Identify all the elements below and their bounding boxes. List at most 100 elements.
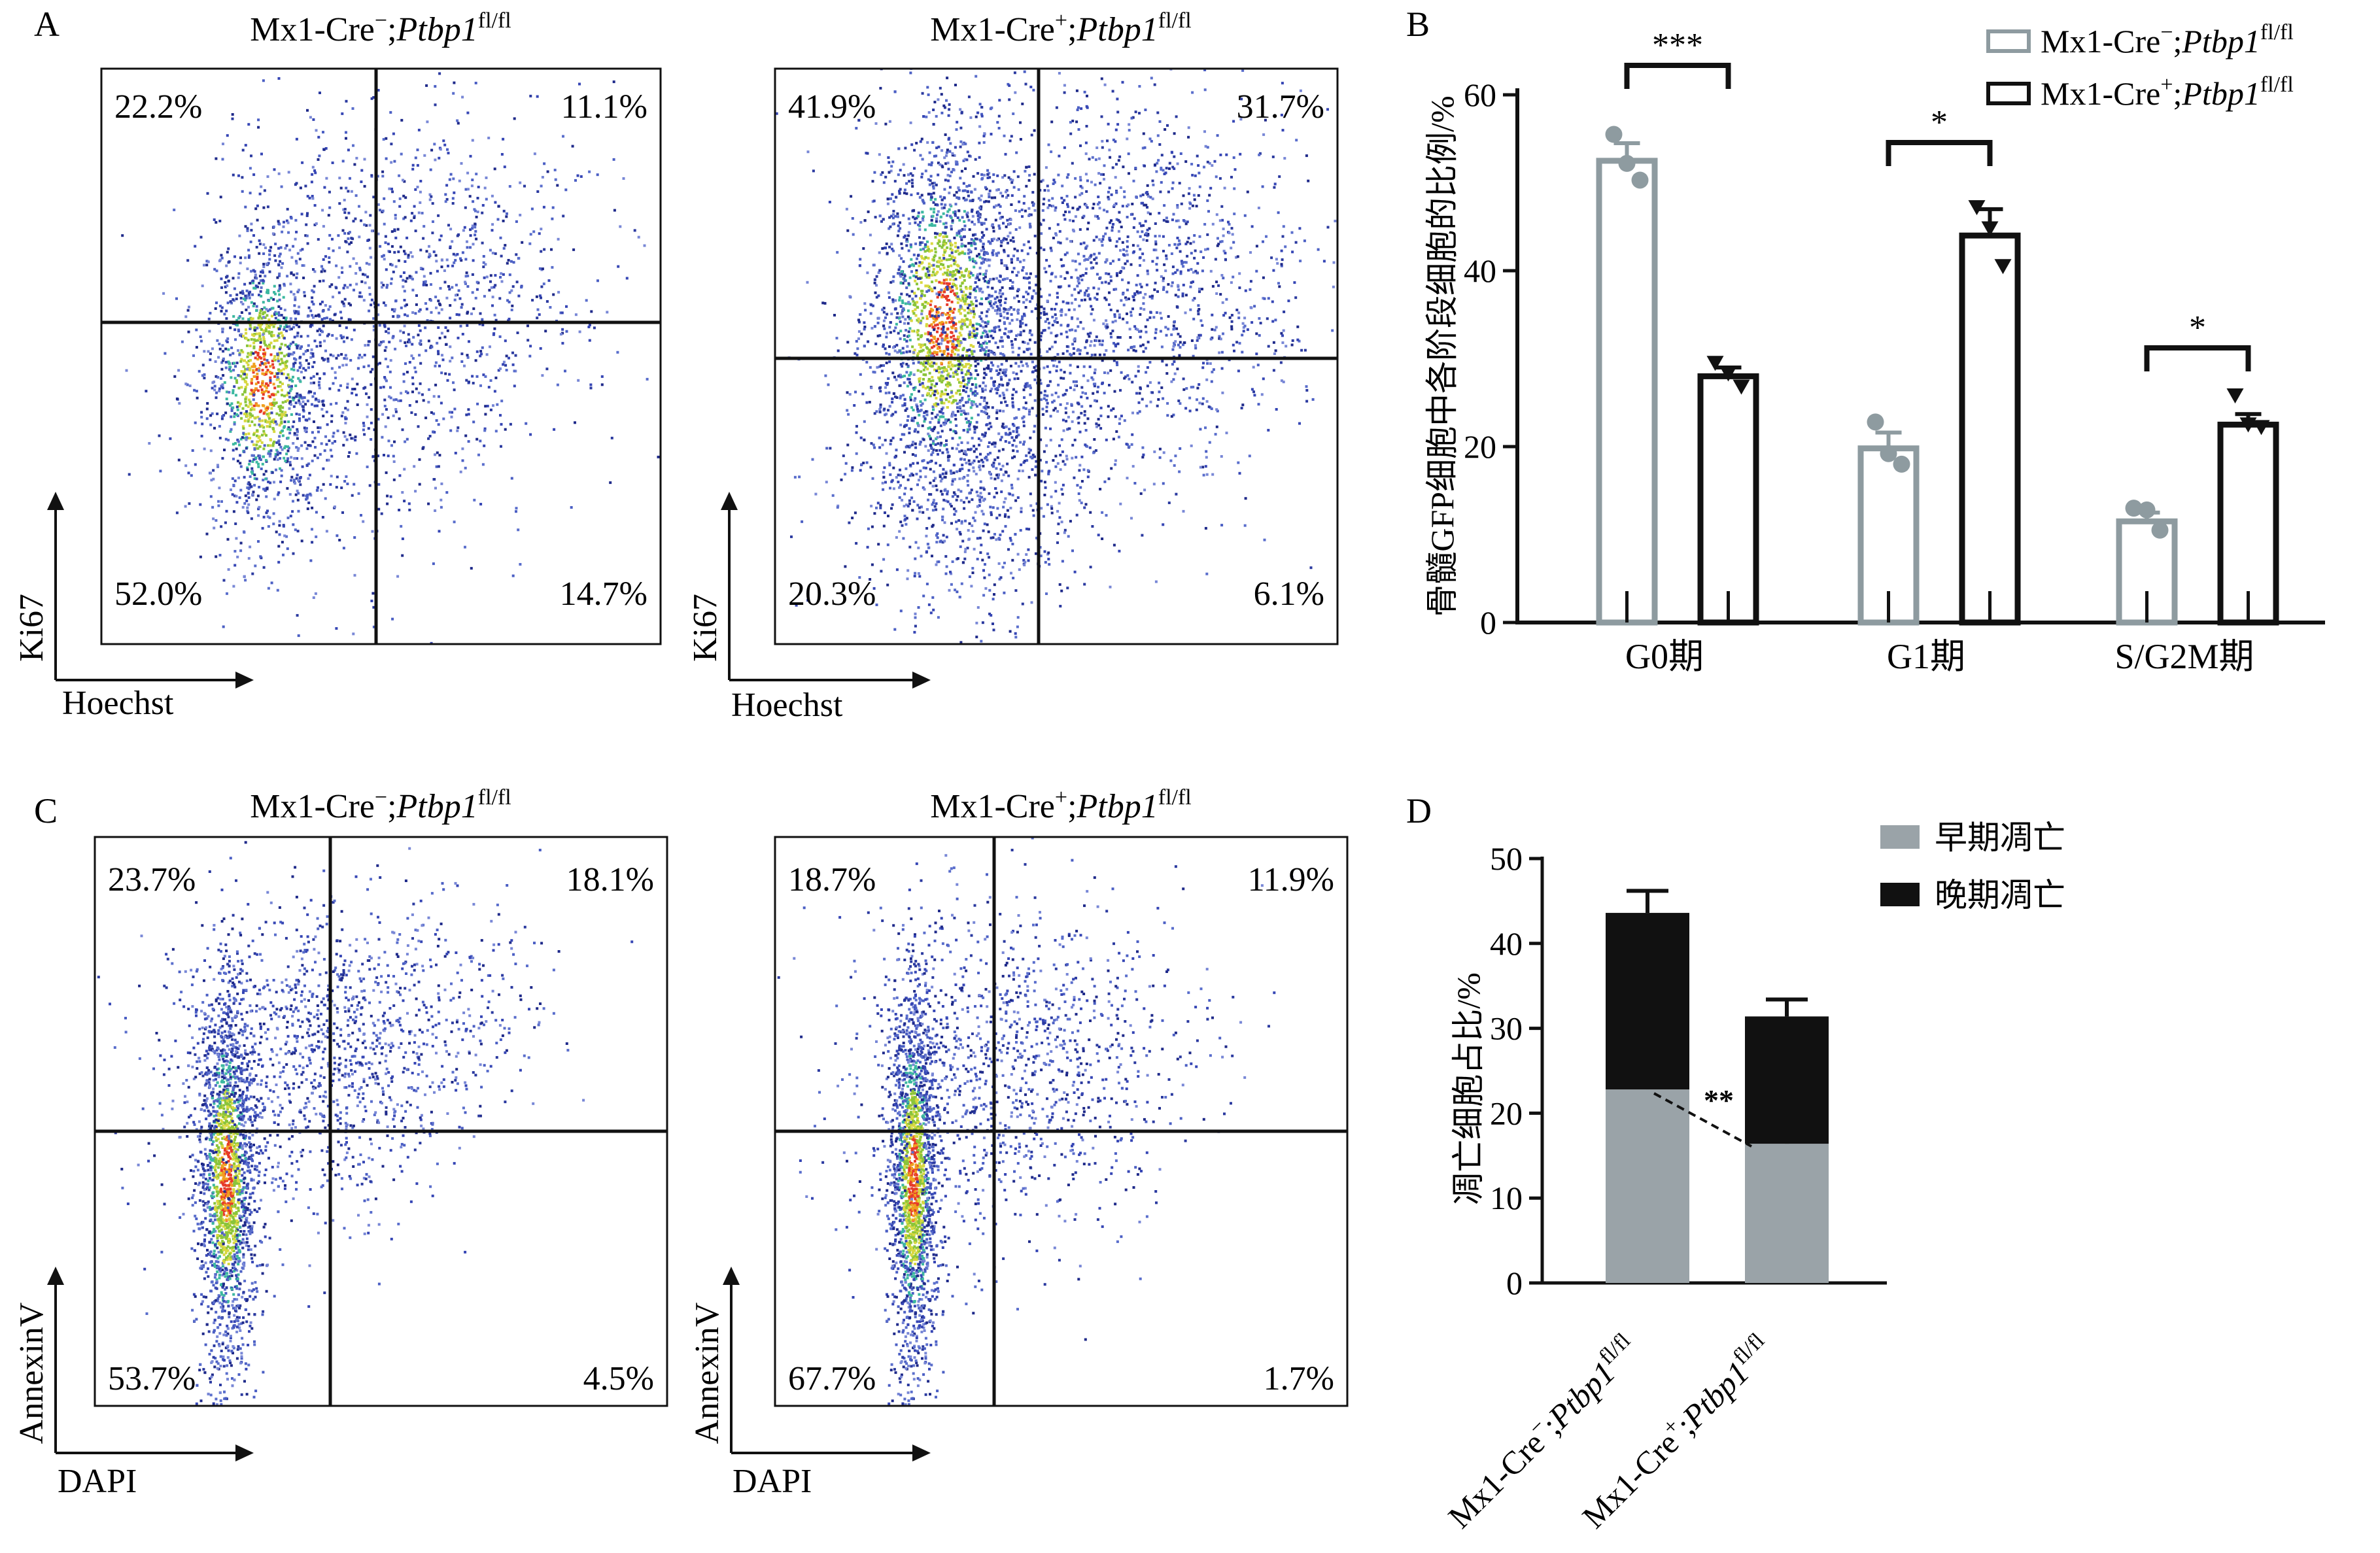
- panel-letter-c: C: [34, 791, 58, 830]
- y-tick-label: 10: [1490, 1180, 1523, 1216]
- y-axis-label: AnnexinV: [689, 1303, 726, 1444]
- quadrant-value-lr: 1.7%: [1264, 1360, 1334, 1397]
- quadrant-value-ul: 22.2%: [114, 88, 202, 126]
- legend: Mx1-Cre−;Ptbp1fl/fl Mx1-Cre+;Ptbp1fl/fl: [1986, 20, 2294, 112]
- bar-segment-late: [1606, 913, 1689, 1090]
- quadrant-value-ll: 20.3%: [788, 575, 876, 613]
- x-tick-label: G1期: [1887, 637, 1965, 676]
- data-point: [1631, 171, 1649, 189]
- axis-arrows: [721, 492, 931, 689]
- dot-cloud-a-pos: [775, 69, 1337, 644]
- axis-arrows: [47, 492, 254, 689]
- data-point: [2125, 500, 2143, 517]
- bar: [1596, 158, 1658, 626]
- quadrant-value-ur: 18.1%: [566, 861, 654, 898]
- x-axis-label: DAPI: [58, 1463, 137, 1500]
- quadrant-value-ur: 31.7%: [1237, 88, 1324, 126]
- data-point: [1605, 126, 1623, 143]
- x-tick-label: G0期: [1625, 637, 1704, 676]
- flow-plot-c-neg: Mx1-Cre−;Ptbp1fl/fl 23.7% 18.1% 53.7% 4.…: [13, 785, 668, 1500]
- y-axis-ticks: 0 20 40 60: [1464, 77, 1517, 641]
- data-point: [2151, 521, 2169, 539]
- significance-label: *: [1931, 104, 1948, 141]
- data-point: [1880, 445, 1897, 462]
- data-point: [1618, 154, 1636, 172]
- plot-title-c-pos: Mx1-Cre+;Ptbp1fl/fl: [930, 785, 1191, 825]
- significance-label: ***: [1652, 27, 1703, 64]
- panel-letter-a: A: [34, 5, 60, 44]
- bar: [1697, 373, 1759, 626]
- quadrant-value-ur: 11.9%: [1248, 861, 1334, 898]
- legend-label-late: 晚期凋亡: [1935, 877, 2065, 913]
- data-point: [1968, 200, 1986, 216]
- plot-frame: [774, 836, 1349, 1407]
- flow-plot-c-pos: Mx1-Cre+;Ptbp1fl/fl 18.7% 11.9% 67.7% 1.…: [689, 785, 1349, 1500]
- bar-group: G0期 G1期 S/G2M期: [1596, 126, 2279, 676]
- significance-label: **: [1704, 1084, 1734, 1117]
- plot-title-c-neg: Mx1-Cre−;Ptbp1fl/fl: [250, 785, 511, 825]
- legend: 早期凋亡 晚期凋亡: [1880, 819, 2065, 913]
- y-tick-label: 0: [1480, 604, 1496, 641]
- y-tick-label: 40: [1490, 925, 1523, 962]
- data-point: [1706, 356, 1724, 371]
- data-point: [2138, 501, 2156, 519]
- y-tick-label: 60: [1464, 77, 1496, 113]
- quadrant-value-ll: 67.7%: [788, 1360, 876, 1397]
- plot-frame: [94, 836, 668, 1407]
- data-point: [2239, 417, 2257, 433]
- flow-plot-a-pos: Mx1-Cre+;Ptbp1fl/fl 41.9% 31.7% 20.3% 6.…: [687, 9, 1339, 724]
- significance-markers: *****: [1624, 27, 2251, 371]
- quadrant-value-ul: 18.7%: [788, 861, 876, 898]
- significance-bracket: [2144, 345, 2251, 371]
- legend-label-pos: Mx1-Cre+;Ptbp1fl/fl: [2041, 73, 2294, 112]
- dot-cloud-c-neg: [97, 841, 634, 1406]
- panel-letter-d: D: [1406, 791, 1432, 830]
- quadrant-value-ur: 11.1%: [561, 88, 647, 126]
- plot-frame: [100, 67, 662, 645]
- legend-label-early: 早期凋亡: [1935, 819, 2065, 856]
- y-axis-ticks: 0 10 20 30 40 50: [1490, 840, 1542, 1301]
- significance-bracket: [1624, 63, 1731, 89]
- data-point: [1719, 366, 1737, 382]
- legend-swatch-early: [1880, 825, 1920, 849]
- quadrant-value-lr: 14.7%: [560, 575, 647, 613]
- axis-arrows: [47, 1267, 254, 1461]
- data-point: [1867, 413, 1884, 431]
- x-axis-label: DAPI: [733, 1463, 812, 1500]
- significance-marker: **: [1653, 1084, 1752, 1148]
- bar-segment-late: [1745, 1016, 1829, 1144]
- quadrant-value-lr: 6.1%: [1254, 575, 1324, 613]
- significance-dashed-line: [1653, 1092, 1752, 1148]
- axis-arrows: [723, 1267, 931, 1461]
- y-axis-label: 骨髓GFP细胞中各阶段细胞的比例/%: [1424, 95, 1460, 617]
- plot-title-a-pos: Mx1-Cre+;Ptbp1fl/fl: [930, 9, 1191, 48]
- legend-swatch-neg: [1986, 29, 2031, 53]
- plot-title-a-neg: Mx1-Cre−;Ptbp1fl/fl: [250, 9, 511, 48]
- bar: [1959, 232, 2021, 626]
- data-point: [1733, 379, 1750, 395]
- legend-swatch-late: [1880, 883, 1920, 906]
- y-tick-label: 0: [1506, 1265, 1523, 1301]
- y-tick-label: 50: [1490, 840, 1523, 877]
- significance-bracket: [1886, 140, 1993, 166]
- dot-cloud-c-pos: [777, 837, 1294, 1406]
- bar-segment-early: [1606, 1089, 1689, 1283]
- legend-swatch-pos: [1986, 82, 2031, 105]
- significance-label: *: [2189, 309, 2206, 347]
- y-axis-label: Ki67: [687, 594, 724, 662]
- bar-segment-early: [1745, 1144, 1829, 1283]
- y-tick-label: 40: [1464, 252, 1496, 289]
- plot-frame: [774, 67, 1339, 645]
- quadrant-value-lr: 4.5%: [583, 1360, 654, 1397]
- data-point: [2252, 420, 2270, 435]
- y-axis-label: 凋亡细胞占比/%: [1450, 972, 1487, 1205]
- y-axis-label: Ki67: [13, 594, 50, 662]
- flow-plot-a-neg: Mx1-Cre−;Ptbp1fl/fl 22.2% 11.1% 52.0% 14…: [13, 9, 662, 722]
- y-tick-label: 30: [1490, 1010, 1523, 1047]
- data-point: [1981, 221, 1999, 237]
- quadrant-value-ll: 53.7%: [108, 1360, 196, 1397]
- panel-letter-b: B: [1406, 5, 1430, 44]
